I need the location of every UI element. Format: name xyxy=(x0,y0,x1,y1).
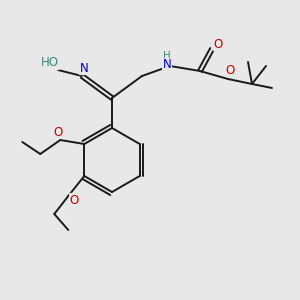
Text: HO: HO xyxy=(41,56,59,70)
Text: N: N xyxy=(163,58,171,71)
Text: O: O xyxy=(213,38,223,50)
Text: O: O xyxy=(70,194,79,206)
Text: N: N xyxy=(80,61,88,74)
Text: O: O xyxy=(225,64,235,76)
Text: H: H xyxy=(163,51,171,61)
Text: O: O xyxy=(54,125,63,139)
